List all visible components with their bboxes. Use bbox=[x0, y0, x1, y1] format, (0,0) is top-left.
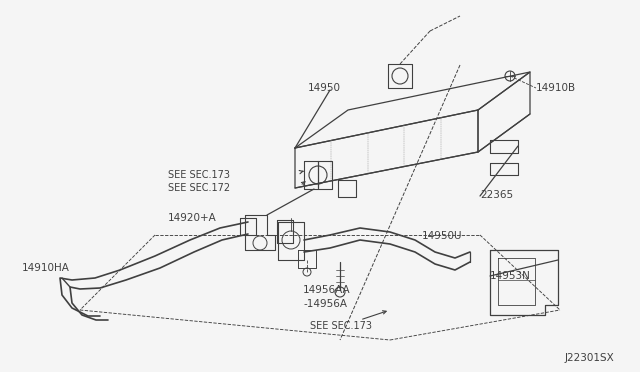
Text: SEE SEC.173: SEE SEC.173 bbox=[310, 321, 372, 331]
Text: 14920+A: 14920+A bbox=[168, 213, 217, 223]
Text: 14953N: 14953N bbox=[490, 271, 531, 281]
Text: 14950: 14950 bbox=[308, 83, 341, 93]
Text: 14956AA: 14956AA bbox=[303, 285, 351, 295]
Text: 22365: 22365 bbox=[480, 190, 513, 200]
Text: J22301SX: J22301SX bbox=[565, 353, 615, 363]
Text: 14950U: 14950U bbox=[422, 231, 463, 241]
Text: 14910HA: 14910HA bbox=[22, 263, 70, 273]
Text: -14956A: -14956A bbox=[303, 299, 347, 309]
Text: 14910B: 14910B bbox=[536, 83, 576, 93]
Text: SEE SEC.173: SEE SEC.173 bbox=[168, 170, 230, 180]
Text: SEE SEC.172: SEE SEC.172 bbox=[168, 183, 230, 193]
